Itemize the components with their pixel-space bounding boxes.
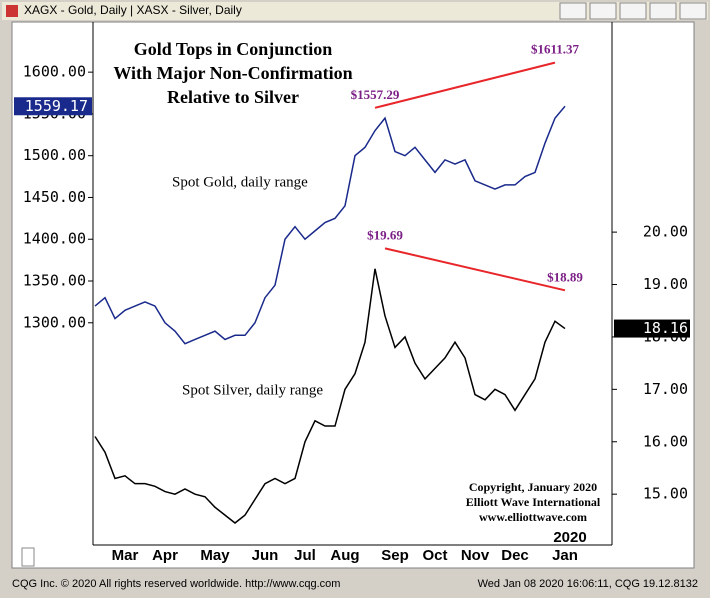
y-tick-label: 1300.00 <box>23 313 86 331</box>
trendline <box>384 247 566 292</box>
x-tick-label: Sep <box>381 547 409 564</box>
last-value-box <box>14 97 92 116</box>
close-button[interactable] <box>679 2 707 20</box>
series-line <box>94 105 566 345</box>
y-tick-label: 1400.00 <box>23 230 86 248</box>
y2-tick-label: 16.00 <box>643 432 688 450</box>
minimize-button[interactable] <box>589 2 617 20</box>
x-tick-label: Mar <box>112 547 139 564</box>
y-tick-label: 1500.00 <box>23 146 86 164</box>
copyright: www.elliottwave.com <box>479 510 587 524</box>
x-tick-label: Dec <box>501 547 529 564</box>
x-tick-label: Jan <box>552 547 578 564</box>
scroll-box[interactable] <box>21 547 35 567</box>
y2-tick-label: 15.00 <box>643 485 688 503</box>
x-tick-label: Aug <box>330 547 359 564</box>
y-tick-label: 1450.00 <box>23 188 86 206</box>
chart-title: Relative to Silver <box>167 87 299 107</box>
restore-button[interactable] <box>649 2 677 20</box>
x-tick-label: Apr <box>152 547 178 564</box>
last-value-label: 1559.17 <box>25 97 88 115</box>
header-text: XAGX - Gold, Daily | XASX - Silver, Dail… <box>24 3 242 17</box>
title-bar <box>2 2 708 20</box>
last-value-box <box>614 319 690 338</box>
y2-tick-label: 19.00 <box>643 275 688 293</box>
series-label: Spot Silver, daily range <box>182 382 323 398</box>
y-tick-label: 1600.00 <box>23 63 86 81</box>
chart-title: With Major Non-Confirmation <box>113 63 352 83</box>
link-button[interactable] <box>559 2 587 20</box>
x-tick-label: Nov <box>461 547 490 564</box>
last-value-label: 18.16 <box>643 319 688 337</box>
footer-right: Wed Jan 08 2020 16:06:11, CQG 19.12.8132 <box>478 578 698 590</box>
annotation: $18.89 <box>547 269 583 284</box>
annotation: $19.69 <box>367 227 403 242</box>
x-tick-label: May <box>200 547 230 564</box>
y-tick-label: 1350.00 <box>23 272 86 290</box>
trendline <box>374 61 556 109</box>
maximize-button[interactable] <box>619 2 647 20</box>
y2-tick-label: 17.00 <box>643 380 688 398</box>
copyright: Copyright, January 2020 <box>469 480 597 494</box>
y2-tick-label: 20.00 <box>643 223 688 241</box>
chart-title: Gold Tops in Conjunction <box>134 39 333 59</box>
annotation: $1557.29 <box>351 87 400 102</box>
x-tick-label: Oct <box>422 547 447 564</box>
year-label: 2020 <box>553 529 586 546</box>
copyright: Elliott Wave International <box>466 495 601 509</box>
footer-left: CQG Inc. © 2020 All rights reserved worl… <box>12 578 340 590</box>
annotation: $1611.37 <box>531 42 580 57</box>
series-label: Spot Gold, daily range <box>172 174 308 190</box>
x-tick-label: Jun <box>252 547 279 564</box>
x-tick-label: Jul <box>294 547 316 564</box>
app-icon <box>6 5 18 17</box>
series-line <box>94 268 566 524</box>
